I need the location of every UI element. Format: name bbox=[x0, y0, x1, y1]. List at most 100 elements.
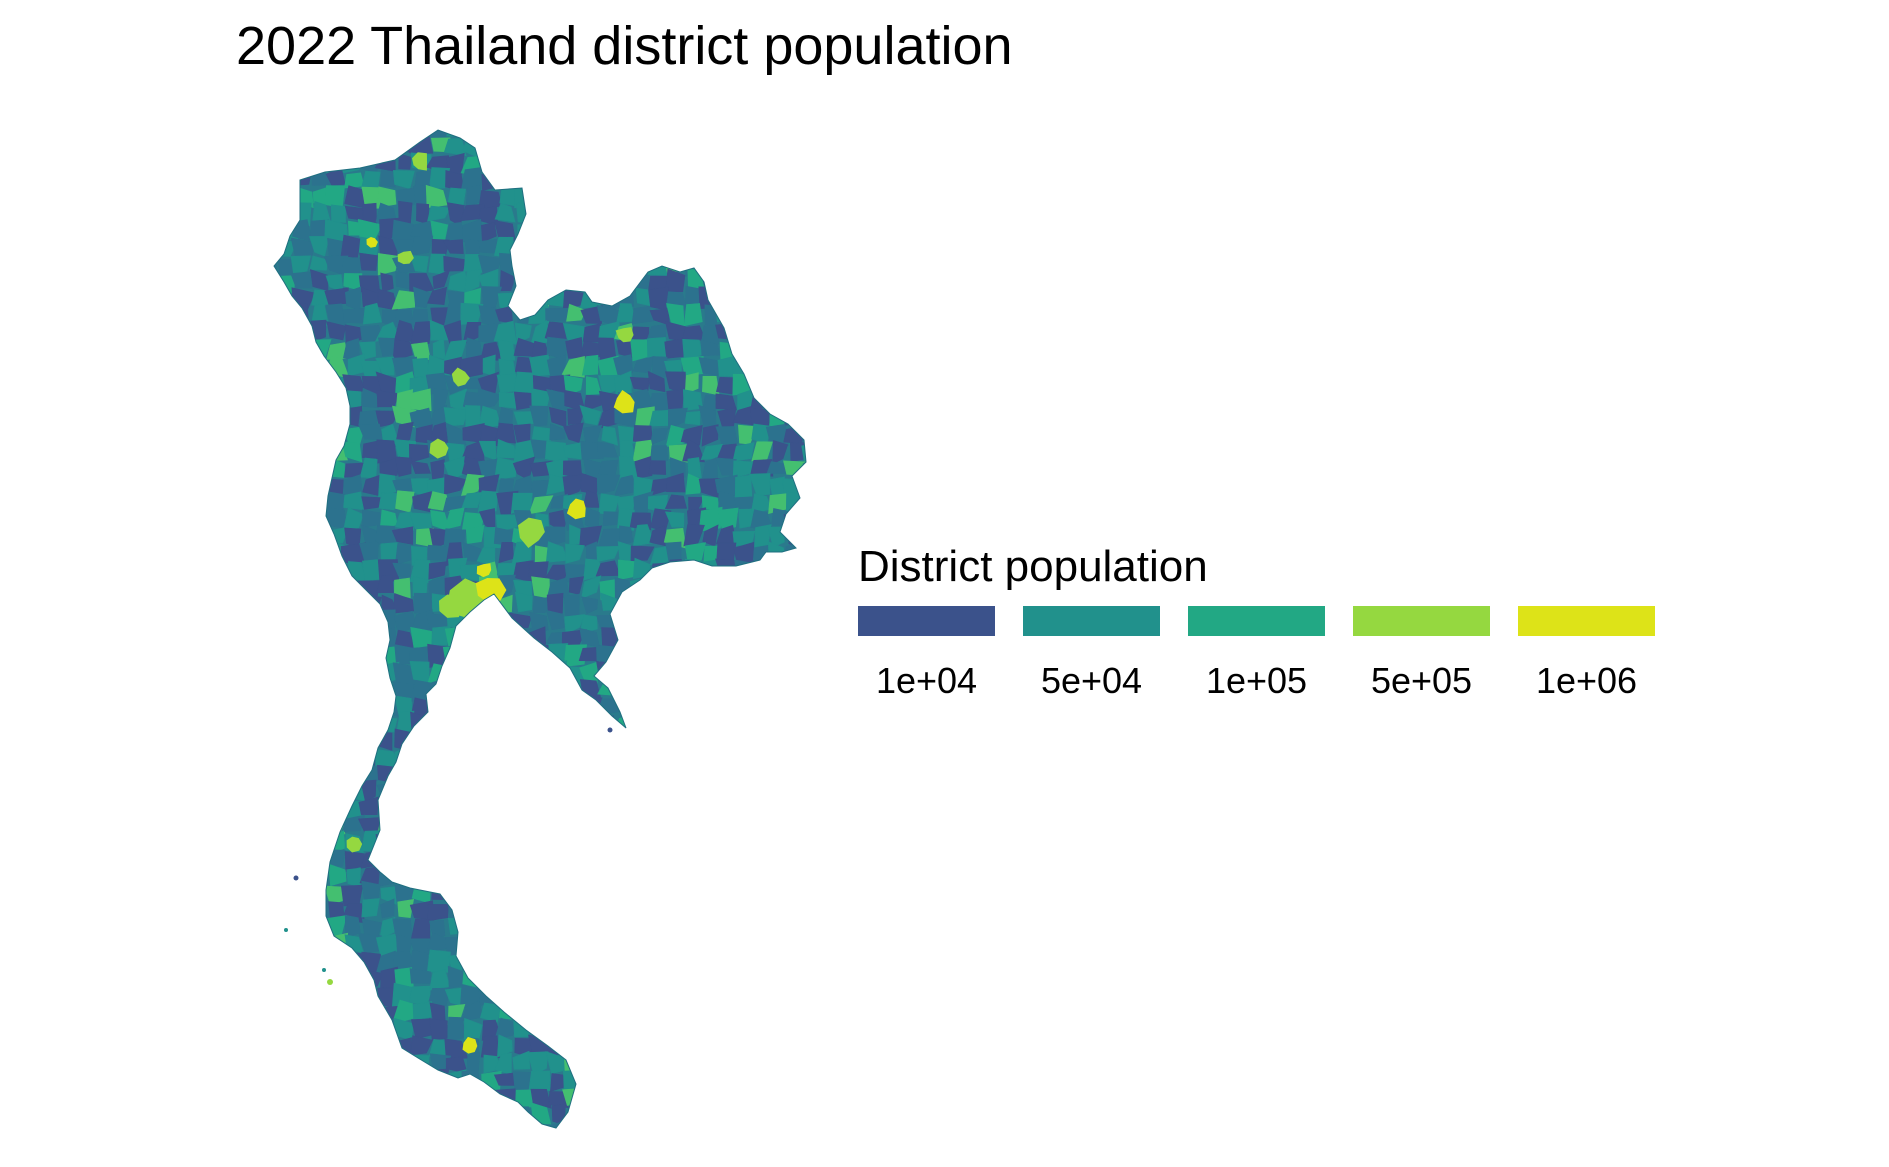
district-cell bbox=[564, 614, 585, 635]
district-cell bbox=[323, 478, 346, 496]
district-cell bbox=[715, 426, 738, 445]
district-cell bbox=[668, 1122, 688, 1128]
district-cell bbox=[359, 594, 382, 613]
district-cell bbox=[493, 169, 519, 190]
district-cell bbox=[563, 949, 588, 971]
district-cell bbox=[274, 456, 280, 481]
district-cell bbox=[631, 611, 652, 633]
district-cell bbox=[698, 404, 717, 430]
urban-district bbox=[451, 367, 470, 387]
district-cell bbox=[309, 133, 328, 153]
district-cell bbox=[687, 457, 702, 479]
district-cell bbox=[358, 1019, 379, 1037]
district-cell bbox=[770, 1000, 791, 1024]
district-cell bbox=[769, 932, 786, 955]
district-cell bbox=[682, 864, 705, 889]
district-cell bbox=[715, 268, 740, 293]
district-cell bbox=[274, 442, 279, 461]
district-cell bbox=[579, 714, 602, 737]
district-cell bbox=[613, 1051, 638, 1075]
district-cell bbox=[647, 780, 671, 803]
district-cell bbox=[274, 201, 296, 224]
district-cell bbox=[431, 883, 452, 901]
district-cell bbox=[582, 933, 604, 953]
district-cell bbox=[666, 610, 688, 634]
district-cell bbox=[360, 1088, 380, 1107]
district-cell bbox=[530, 781, 550, 803]
district-cell bbox=[477, 490, 498, 513]
district-cell bbox=[715, 611, 736, 632]
urban-district bbox=[476, 563, 492, 578]
district-cell bbox=[311, 153, 332, 172]
district-cell bbox=[801, 1035, 806, 1058]
district-cell bbox=[361, 830, 381, 852]
district-cell bbox=[549, 423, 566, 441]
district-cell bbox=[375, 1051, 400, 1073]
district-cell bbox=[476, 933, 501, 954]
district-cell bbox=[562, 474, 587, 497]
district-cell bbox=[293, 728, 309, 749]
district-cell bbox=[528, 1005, 553, 1023]
district-cell bbox=[618, 1090, 636, 1109]
district-cell bbox=[562, 1018, 587, 1042]
district-cell bbox=[651, 984, 673, 1006]
district-cell bbox=[291, 1069, 310, 1093]
district-cell bbox=[717, 252, 737, 276]
district-cell bbox=[274, 406, 298, 426]
district-cell bbox=[546, 885, 567, 901]
district-cell bbox=[551, 1103, 566, 1126]
district-cell bbox=[460, 780, 481, 803]
district-cell bbox=[278, 492, 294, 514]
district-cell bbox=[274, 579, 277, 596]
district-cell bbox=[754, 695, 771, 718]
district-cell bbox=[274, 508, 293, 529]
district-cell bbox=[447, 965, 468, 989]
district-cell bbox=[800, 643, 806, 665]
district-cell bbox=[580, 200, 599, 225]
district-cell bbox=[665, 950, 689, 974]
district-cell bbox=[664, 1090, 687, 1109]
district-cell bbox=[461, 865, 486, 889]
district-cell bbox=[430, 459, 445, 481]
district-cell bbox=[616, 679, 639, 702]
district-cell bbox=[767, 647, 788, 667]
district-cell bbox=[327, 577, 349, 598]
district-cell bbox=[290, 969, 314, 988]
district-cell bbox=[717, 507, 739, 531]
district-cell bbox=[274, 663, 294, 682]
district-cell bbox=[274, 472, 298, 497]
district-cell bbox=[700, 852, 721, 872]
district-cell bbox=[669, 457, 686, 478]
district-cell bbox=[684, 410, 701, 426]
district-cell bbox=[343, 763, 366, 787]
district-cell bbox=[562, 850, 584, 873]
district-cell bbox=[565, 831, 586, 850]
district-cell bbox=[528, 188, 553, 203]
district-cell bbox=[306, 835, 332, 853]
district-cell bbox=[664, 849, 689, 872]
district-cell bbox=[581, 865, 601, 886]
district-cell bbox=[307, 864, 328, 890]
district-cell bbox=[681, 185, 706, 205]
district-cell bbox=[803, 373, 806, 397]
district-cell bbox=[289, 130, 311, 139]
district-cell bbox=[704, 1120, 719, 1128]
district-cell bbox=[274, 542, 281, 565]
district-cell bbox=[497, 797, 517, 819]
district-cell bbox=[680, 646, 707, 666]
district-cell bbox=[462, 625, 479, 650]
island bbox=[322, 968, 326, 972]
district-cell bbox=[278, 1069, 294, 1087]
district-cell bbox=[274, 967, 295, 990]
district-cell bbox=[274, 441, 297, 464]
district-cell bbox=[702, 153, 721, 171]
district-cell bbox=[275, 529, 295, 547]
district-cell bbox=[715, 322, 741, 341]
district-cell bbox=[685, 285, 701, 305]
district-cell bbox=[700, 815, 724, 836]
district-cell bbox=[769, 1022, 791, 1041]
district-cell bbox=[294, 663, 314, 683]
district-cell bbox=[716, 286, 735, 309]
district-cell bbox=[752, 1019, 774, 1042]
district-cell bbox=[290, 271, 313, 289]
